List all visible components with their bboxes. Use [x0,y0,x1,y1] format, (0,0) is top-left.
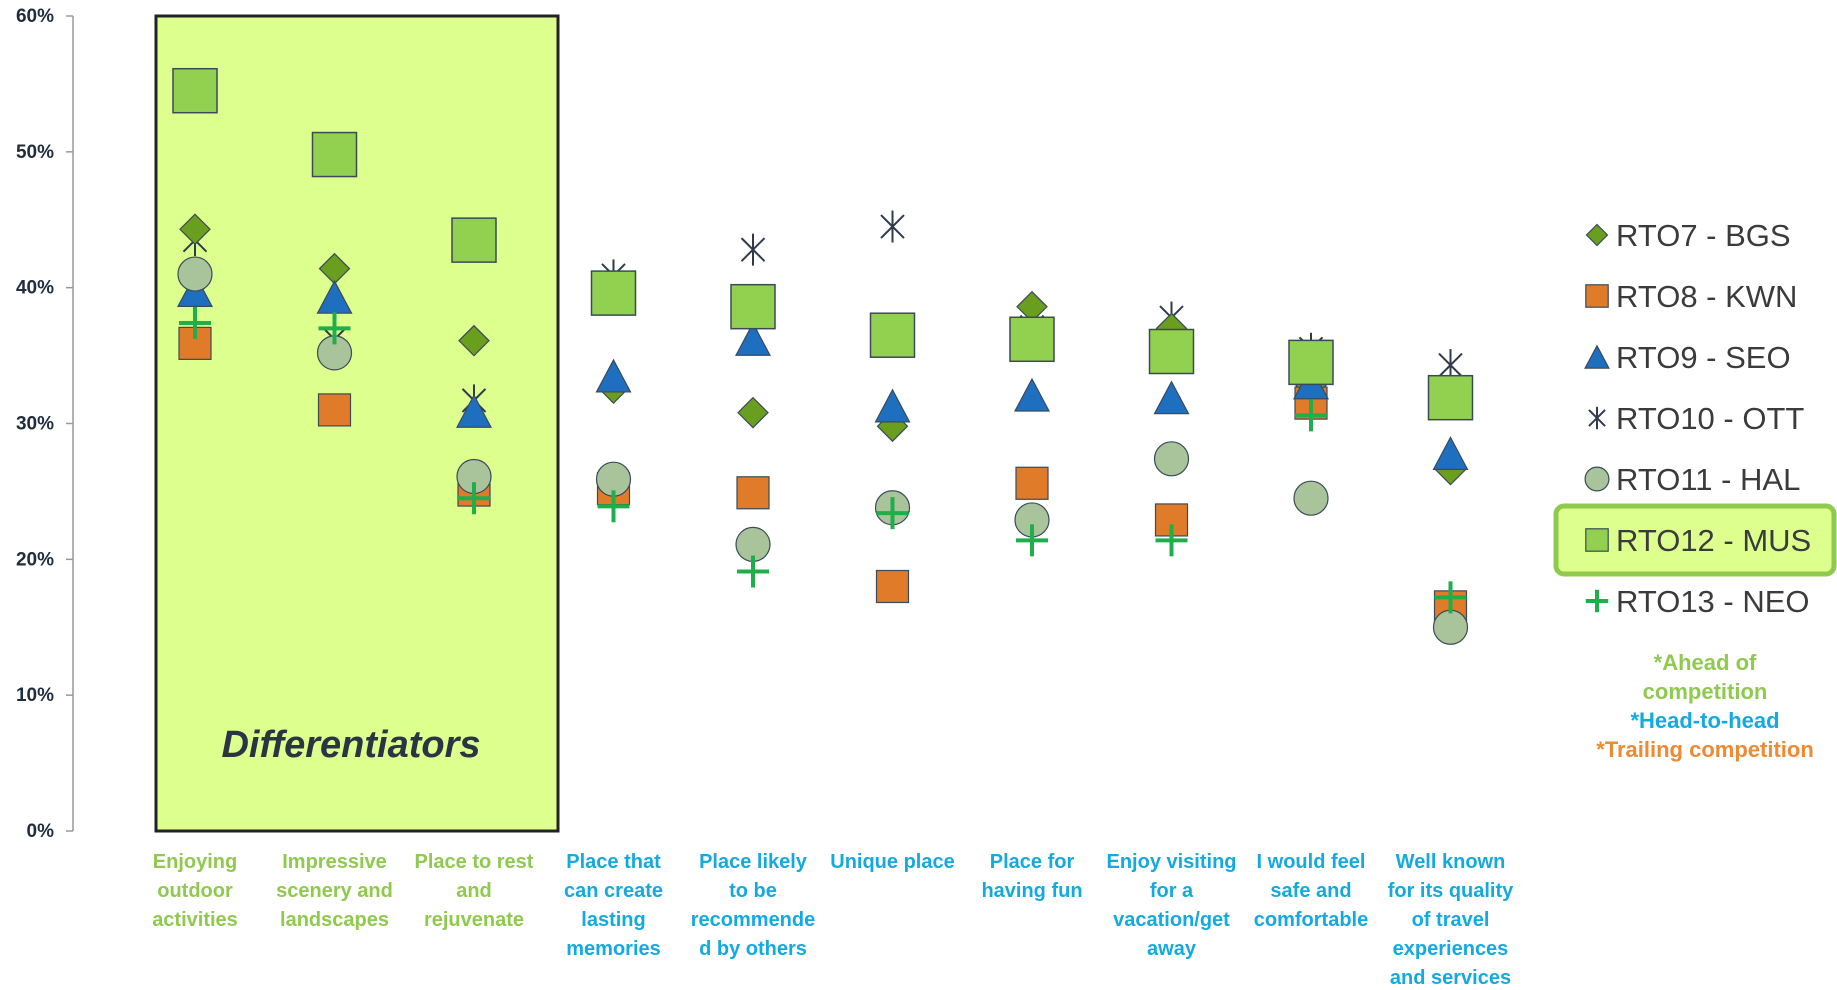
legend-item-rto9-seo: RTO9 - SEO [1584,340,1791,375]
y-tick-label: 50% [16,142,54,163]
data-point [456,393,492,428]
data-point [1015,466,1049,500]
y-tick-label: 30% [16,414,54,435]
data-point [590,270,637,316]
legend-marker [1585,284,1609,308]
data-point [875,569,910,604]
x-category-label: Place that can create lasting memories [564,851,663,960]
data-point [317,393,352,427]
data-point [1016,524,1048,557]
legend-label: RTO7 - BGS [1616,218,1791,253]
legend-item-rto10-ott: RTO10 - OTT [1588,401,1804,436]
data-point [737,555,769,588]
legend-item-rto12-mus: RTO12 - MUS [1553,503,1837,577]
legend-label: RTO13 - NEO [1616,584,1810,619]
legend-label: RTO9 - SEO [1616,340,1791,375]
data-point [874,388,911,423]
x-category-label: Enjoy visiting for a vacation/get away [1106,851,1236,960]
legend-note: *Head-to-head [1630,708,1779,733]
data-point [1434,581,1467,614]
data-point [1293,480,1329,516]
data-point [1155,524,1188,557]
y-tick-label: 40% [16,278,54,299]
data-point [318,312,351,345]
legend-marker [1585,528,1609,552]
data-point [736,476,770,510]
legend-item-rto11-hal: RTO11 - HAL [1584,462,1800,497]
x-category-label: Place to rest and rejuvenate [415,851,534,931]
legend-marker [1584,466,1610,492]
legend-item-rto7-bgs: RTO7 - BGS [1585,218,1791,253]
legend-marker [1584,344,1610,369]
differentiators-label: Differentiators [221,724,480,766]
data-point [1014,377,1050,412]
y-tick-label: 0% [27,821,55,842]
x-category-label: Well known for its quality of travel experi… [1388,851,1514,989]
data-point [177,256,213,292]
data-point [595,358,632,393]
x-category-label: Unique place [830,851,954,873]
data-point [179,213,211,246]
legend-note: *Ahead of [1654,650,1757,675]
data-point [737,396,769,429]
legend-label: RTO11 - HAL [1616,462,1800,497]
data-point [1153,441,1190,477]
series-rto12-mus [172,67,1474,421]
series-rto13-neo [179,306,1467,614]
x-category-label: Place likely to be recommende d by others [691,851,816,960]
legend-item-rto8-kwn: RTO8 - KWN [1585,279,1797,314]
data-point [880,210,905,243]
legend-highlight-box [1553,503,1837,577]
x-category-label: Place for having fun [981,851,1082,902]
x-category-label: Impressive scenery and landscapes [276,851,393,931]
legend-marker [1588,406,1606,430]
data-point [451,217,497,263]
data-point [730,283,776,330]
data-point [1432,609,1469,645]
data-point [740,233,766,266]
legend-label: RTO10 - OTT [1616,401,1804,436]
legend-label: RTO12 - MUS [1616,523,1811,558]
data-point [311,131,358,178]
y-tick-label: 20% [16,549,54,570]
legend-note: *Trailing competition [1596,737,1814,762]
data-point [1153,380,1190,415]
data-point [179,306,211,339]
data-point [1148,328,1195,375]
data-point [458,324,490,357]
legend-marker [1585,223,1609,247]
legend-note: competition [1643,679,1768,704]
data-point [1432,436,1469,470]
data-point [597,490,630,523]
data-point [1295,399,1327,432]
legend-marker [1585,589,1609,613]
x-category-label: I would feel safe and comfortable [1254,851,1368,931]
legend-item-rto13-neo: RTO13 - NEO [1585,584,1810,619]
y-tick-label: 60% [16,6,54,27]
data-point [869,312,916,358]
data-point [876,497,909,530]
data-point [1427,374,1474,421]
data-point [172,67,218,114]
data-point [735,322,771,356]
legend-label: RTO8 - KWN [1616,279,1797,314]
y-tick-label: 10% [16,685,54,706]
data-point [1288,339,1334,386]
data-point [458,482,490,515]
data-point [1009,316,1055,363]
x-category-label: Enjoying outdoor activities [152,851,238,931]
